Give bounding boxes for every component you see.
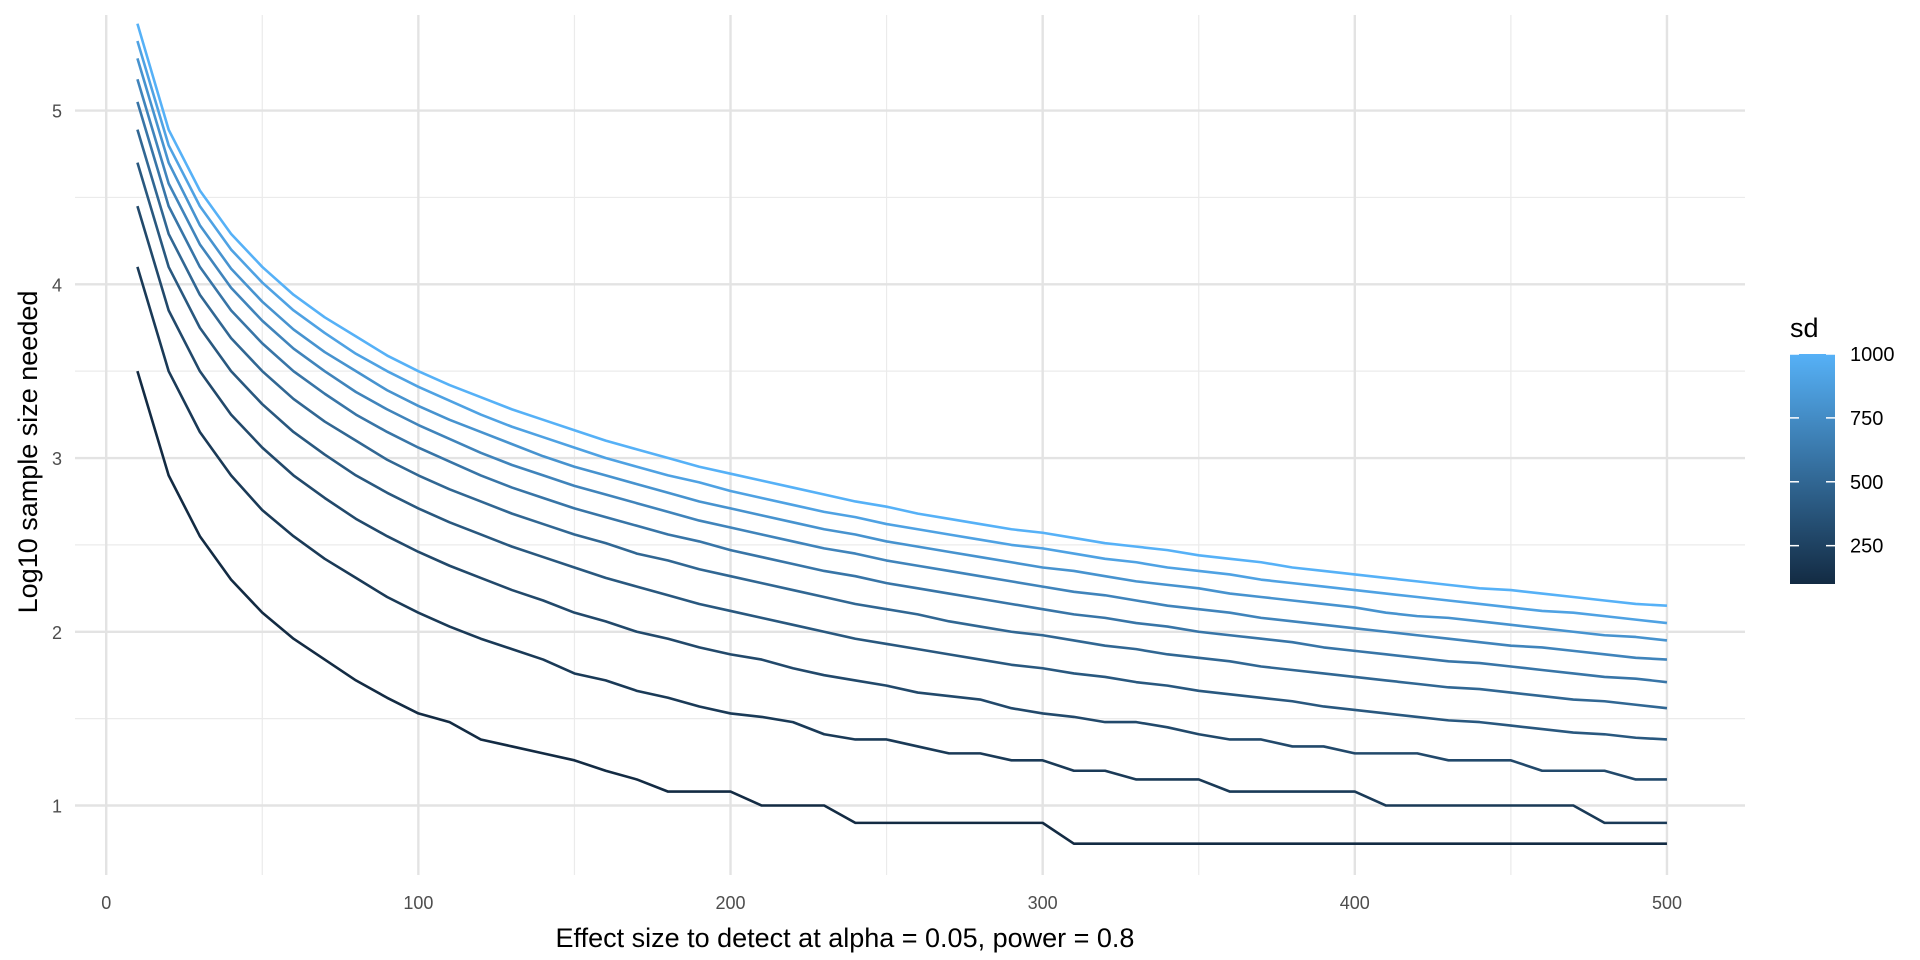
series-line-sd-900: [136, 40, 1668, 625]
series-line-sd-600: [136, 101, 1668, 684]
series-line-sd-1000: [136, 23, 1668, 608]
x-tick-labels: 0 100 200 300 400 500: [101, 893, 1682, 913]
x-axis-title: Effect size to detect at alpha = 0.05, p…: [556, 923, 1135, 953]
series-line-sd-100: [136, 370, 1667, 846]
legend-tick-label-3: 1000: [1850, 344, 1895, 366]
x-tick-label-2: 200: [715, 893, 745, 913]
series-line-sd-400: [136, 162, 1668, 741]
y-tick-label-0: 1: [52, 797, 62, 817]
legend-tick-label-0: 250: [1850, 536, 1883, 558]
x-tick-label-0: 0: [101, 893, 111, 913]
series-line-sd-800: [136, 58, 1668, 642]
series-line-sd-700: [136, 78, 1668, 661]
series-line-sd-300: [136, 205, 1667, 781]
x-tick-label-5: 500: [1652, 893, 1682, 913]
legend-tick-label-2: 750: [1850, 408, 1883, 430]
legend-title: sd: [1790, 313, 1819, 343]
series-lines: [136, 23, 1668, 846]
legend: sd 250 500 750 1000: [1790, 313, 1895, 584]
grid-major: [75, 15, 1745, 875]
x-tick-label-3: 300: [1028, 893, 1058, 913]
x-tick-label-4: 400: [1340, 893, 1370, 913]
y-tick-label-4: 5: [52, 102, 62, 122]
y-tick-labels: 1 2 3 4 5: [52, 102, 62, 817]
legend-tick-label-1: 500: [1850, 472, 1883, 494]
series-line-sd-200: [136, 266, 1667, 825]
x-tick-label-1: 100: [403, 893, 433, 913]
legend-ticks: 250 500 750 1000: [1790, 344, 1895, 558]
series-line-sd-500: [136, 129, 1668, 710]
y-tick-label-2: 3: [52, 449, 62, 469]
y-axis-title: Log10 sample size needed: [13, 291, 43, 614]
y-tick-label-1: 2: [52, 623, 62, 643]
y-tick-label-3: 4: [52, 275, 62, 295]
legend-colorbar: [1790, 354, 1835, 584]
